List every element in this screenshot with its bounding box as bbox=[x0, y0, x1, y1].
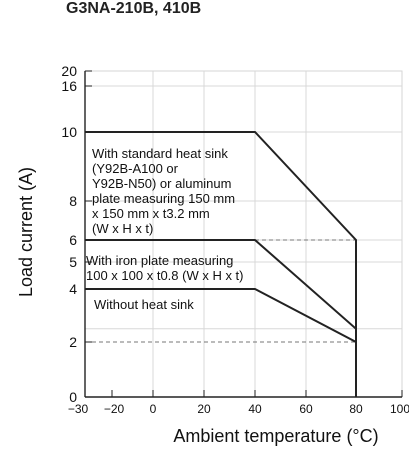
chart-title: G3NA-210B, 410B bbox=[66, 0, 201, 17]
curve-label: plate measuring 150 mm bbox=[92, 191, 235, 206]
y-tick-label: 2 bbox=[69, 334, 77, 350]
reference-lines bbox=[85, 239, 356, 343]
curve-label: With iron plate measuring bbox=[86, 253, 233, 268]
series bbox=[85, 131, 357, 397]
curve-label: With standard heat sink bbox=[92, 146, 228, 161]
y-tick-label: 5 bbox=[69, 254, 77, 270]
curve-label: 100 x 100 x t0.8 (W x H x t) bbox=[86, 268, 244, 283]
y-axis-title: Load current (A) bbox=[16, 167, 36, 297]
x-tick-label: 0 bbox=[150, 402, 157, 416]
x-tick-label: 20 bbox=[197, 402, 211, 416]
y-tick-label: 10 bbox=[61, 124, 77, 140]
y-tick-label: 16 bbox=[61, 78, 77, 94]
y-tick-label: 8 bbox=[69, 193, 77, 209]
y-tick-label: 6 bbox=[69, 232, 77, 248]
curve-label: x 150 mm x t3.2 mm bbox=[92, 206, 210, 221]
x-tick-label: 100 bbox=[390, 402, 409, 416]
x-tick-label: 60 bbox=[299, 402, 313, 416]
curve-label: (W x H x t) bbox=[92, 221, 153, 236]
y-tick-label: 20 bbox=[61, 63, 77, 79]
x-tick-label: 40 bbox=[248, 402, 262, 416]
series-line bbox=[85, 288, 357, 397]
curve-label: Without heat sink bbox=[94, 297, 194, 312]
x-tick-label: −30 bbox=[68, 402, 89, 416]
curve-label: (Y92B-A100 or bbox=[92, 161, 179, 176]
y-tick-label: 0 bbox=[69, 389, 77, 405]
curve-labels: With standard heat sink (Y92B-A100 or Y9… bbox=[86, 146, 244, 312]
y-tick-label: 4 bbox=[69, 281, 77, 297]
x-tick-label: 80 bbox=[349, 402, 363, 416]
x-tick-label: −20 bbox=[104, 402, 125, 416]
curve-label: Y92B-N50) or aluminum bbox=[92, 176, 231, 191]
x-axis-title: Ambient temperature (°C) bbox=[173, 426, 378, 446]
series-line bbox=[85, 131, 357, 397]
